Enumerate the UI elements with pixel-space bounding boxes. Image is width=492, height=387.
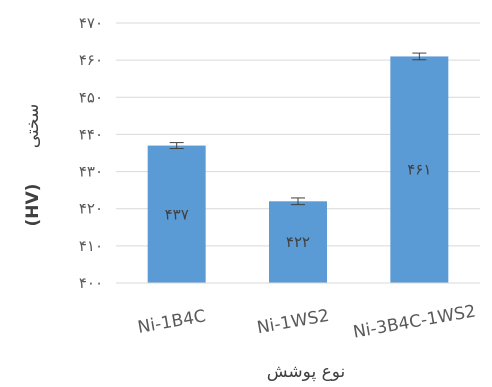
y-tick-label-400: ۴۰۰ [79,274,103,292]
y-tick-label-470: ۴۷۰ [79,14,103,32]
y-tick-label-450: ۴۵۰ [79,88,103,106]
data-labels: ۴۳۷ ۴۲۲ ۴۶۱ [165,161,432,251]
category-label-1: Ni-1B4C [136,306,207,338]
y-tick-label-410: ۴۱۰ [79,237,103,255]
y-axis-title: (HV) سختی [23,104,43,227]
error-bar-2 [291,197,305,206]
y-tick-label-460: ۴۶۰ [79,51,103,69]
data-label-2: ۴۲۲ [286,233,310,251]
x-axis-title: نوع پوشش [267,362,346,382]
y-tick-label-420: ۴۲۰ [79,200,103,218]
bar-2 [269,201,327,283]
error-bar-3 [412,52,427,61]
data-label-1: ۴۳۷ [165,205,189,223]
error-bars [169,52,427,206]
y-axis-unit: (HV) [23,184,43,227]
y-tick-label-440: ۴۴۰ [79,125,103,143]
y-tick-label-430: ۴۳۰ [79,163,103,181]
category-labels: Ni-1B4C Ni-1WS2 Ni-3B4C-1WS2 [136,301,477,342]
bars [147,56,449,283]
data-label-3: ۴۶۱ [407,161,431,179]
category-label-3: Ni-3B4C-1WS2 [352,301,478,342]
bar-1 [147,145,206,283]
y-tick-labels: ۴۰۰ ۴۱۰ ۴۲۰ ۴۳۰ ۴۴۰ ۴۵۰ ۴۶۰ ۴۷۰ [79,14,103,292]
category-label-2: Ni-1WS2 [256,306,331,338]
error-bar-1 [169,142,184,150]
bar-3 [390,56,449,283]
y-axis-label: سختی [23,104,43,149]
